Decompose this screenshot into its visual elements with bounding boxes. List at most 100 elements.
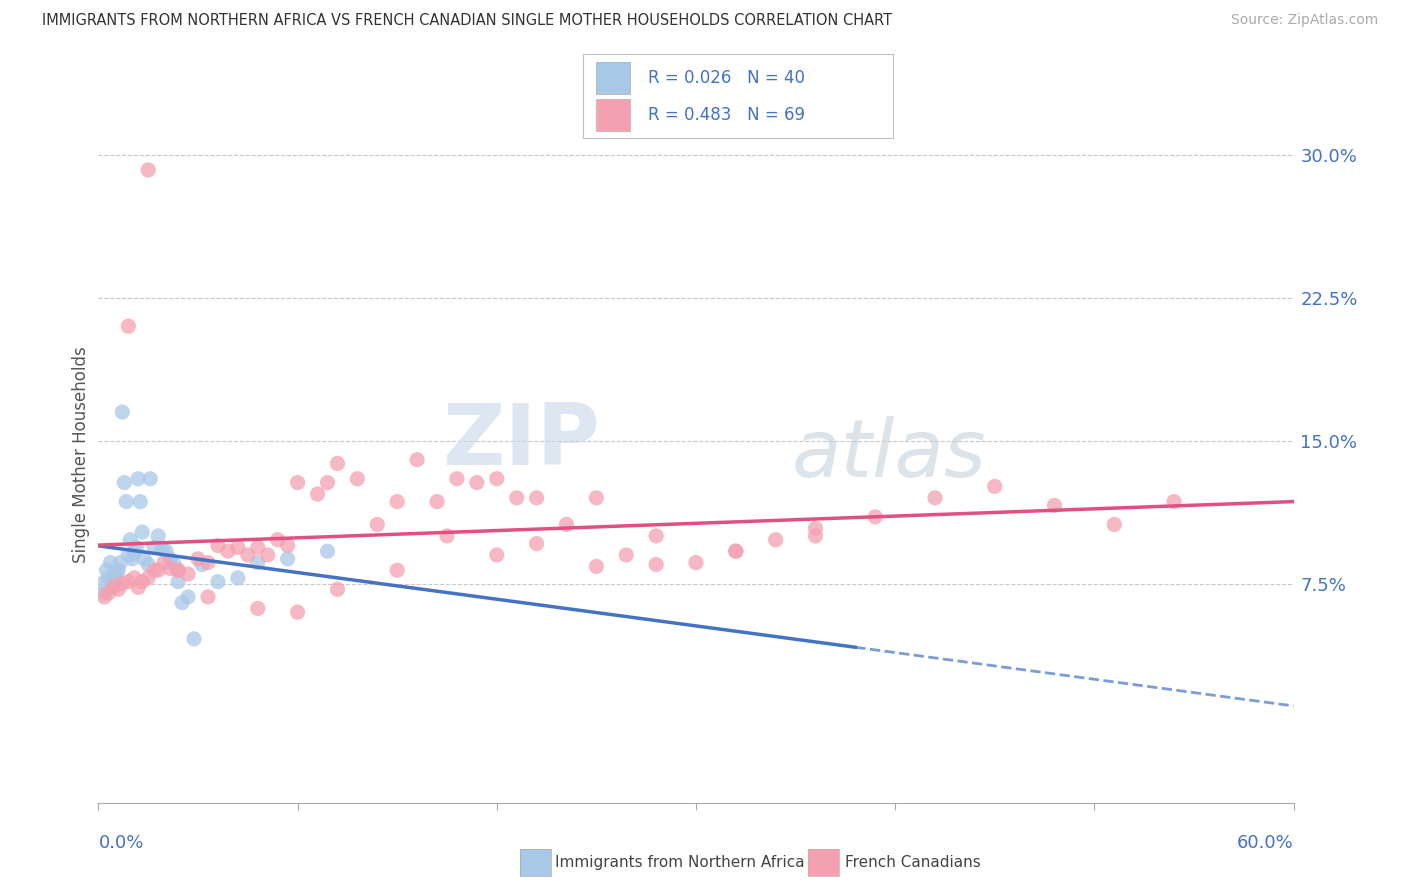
FancyBboxPatch shape bbox=[596, 62, 630, 95]
Point bbox=[267, 533, 290, 547]
Point bbox=[159, 561, 181, 575]
Point bbox=[645, 529, 668, 543]
Point bbox=[148, 529, 170, 543]
Point bbox=[191, 558, 214, 572]
Point bbox=[172, 596, 194, 610]
Point bbox=[177, 590, 200, 604]
Point bbox=[134, 551, 156, 566]
Point bbox=[124, 546, 146, 560]
Point bbox=[167, 563, 190, 577]
Point bbox=[246, 541, 269, 555]
Point bbox=[406, 452, 429, 467]
Point bbox=[765, 533, 787, 547]
Point bbox=[555, 517, 578, 532]
Point bbox=[103, 571, 125, 585]
Point bbox=[226, 571, 249, 585]
Point bbox=[131, 574, 153, 589]
Point bbox=[217, 544, 239, 558]
Point bbox=[863, 509, 887, 524]
Point bbox=[110, 556, 132, 570]
Point bbox=[183, 632, 205, 646]
Point bbox=[326, 582, 349, 597]
Point bbox=[136, 163, 159, 178]
Point bbox=[446, 472, 468, 486]
Point bbox=[187, 551, 209, 566]
Point bbox=[385, 494, 409, 508]
Point bbox=[307, 487, 329, 501]
Point bbox=[143, 563, 166, 577]
Text: ZIP: ZIP bbox=[443, 400, 600, 483]
Point bbox=[804, 529, 827, 543]
FancyBboxPatch shape bbox=[596, 99, 630, 131]
Point bbox=[485, 548, 508, 562]
Point bbox=[107, 582, 129, 597]
Point bbox=[105, 565, 128, 579]
Point bbox=[103, 578, 125, 592]
Point bbox=[153, 556, 176, 570]
Point bbox=[143, 541, 166, 555]
Point bbox=[124, 571, 146, 585]
Point bbox=[585, 491, 607, 505]
Point bbox=[197, 590, 219, 604]
Point bbox=[111, 576, 134, 591]
Point bbox=[436, 529, 458, 543]
Point bbox=[117, 548, 139, 562]
Point bbox=[120, 533, 142, 547]
Point bbox=[685, 556, 707, 570]
Point bbox=[207, 574, 229, 589]
Text: R = 0.026   N = 40: R = 0.026 N = 40 bbox=[648, 69, 806, 87]
Point bbox=[159, 551, 181, 566]
Point bbox=[246, 601, 269, 615]
Point bbox=[645, 558, 668, 572]
Text: Immigrants from Northern Africa: Immigrants from Northern Africa bbox=[555, 855, 806, 870]
Point bbox=[316, 544, 339, 558]
Text: IMMIGRANTS FROM NORTHERN AFRICA VS FRENCH CANADIAN SINGLE MOTHER HOUSEHOLDS CORR: IMMIGRANTS FROM NORTHERN AFRICA VS FRENC… bbox=[42, 13, 893, 29]
Point bbox=[207, 539, 229, 553]
Point bbox=[724, 544, 747, 558]
Point bbox=[121, 551, 143, 566]
Point bbox=[614, 548, 637, 562]
Point bbox=[129, 494, 152, 508]
Point bbox=[1102, 517, 1125, 532]
Point bbox=[804, 521, 827, 535]
Point bbox=[136, 558, 159, 572]
Point bbox=[287, 605, 309, 619]
Point bbox=[984, 479, 1007, 493]
Point bbox=[136, 571, 159, 585]
Point bbox=[125, 541, 148, 555]
Point bbox=[346, 472, 368, 486]
Point bbox=[1163, 494, 1185, 508]
Text: atlas: atlas bbox=[792, 416, 987, 494]
Point bbox=[485, 472, 508, 486]
Point bbox=[385, 563, 409, 577]
Point bbox=[96, 563, 118, 577]
Point bbox=[277, 551, 299, 566]
Y-axis label: Single Mother Households: Single Mother Households bbox=[72, 347, 90, 563]
Text: 0.0%: 0.0% bbox=[98, 834, 143, 852]
Point bbox=[506, 491, 529, 505]
Point bbox=[526, 491, 548, 505]
Point bbox=[101, 581, 124, 595]
Point bbox=[150, 542, 173, 557]
Point bbox=[97, 571, 120, 585]
Point bbox=[197, 556, 219, 570]
Point bbox=[316, 475, 339, 490]
Point bbox=[139, 472, 162, 486]
Text: 60.0%: 60.0% bbox=[1237, 834, 1294, 852]
Point bbox=[1043, 499, 1066, 513]
Point bbox=[366, 517, 388, 532]
Point bbox=[724, 544, 747, 558]
Text: French Canadians: French Canadians bbox=[845, 855, 981, 870]
Point bbox=[246, 556, 269, 570]
Point bbox=[526, 536, 548, 550]
Point bbox=[167, 563, 190, 577]
Text: R = 0.483   N = 69: R = 0.483 N = 69 bbox=[648, 106, 806, 124]
Point bbox=[127, 581, 149, 595]
Point bbox=[236, 548, 259, 562]
Point bbox=[155, 544, 177, 558]
Point bbox=[177, 567, 200, 582]
Point bbox=[226, 541, 249, 555]
Point bbox=[924, 491, 946, 505]
Point bbox=[93, 586, 115, 600]
Point bbox=[256, 548, 278, 562]
